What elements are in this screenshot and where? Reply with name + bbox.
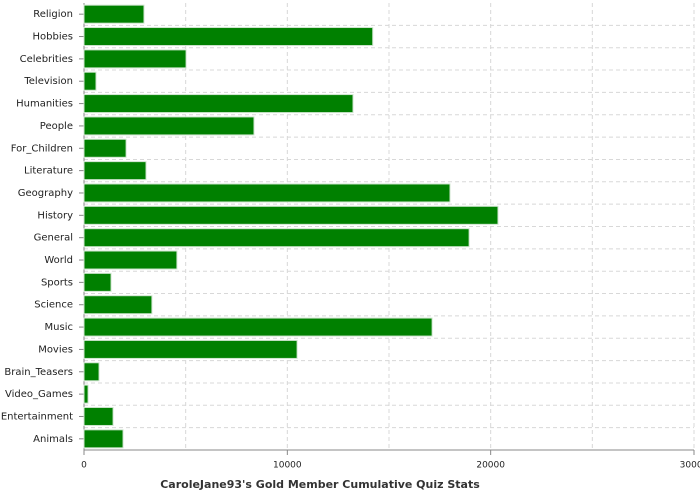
y-tick-label: Literature: [24, 166, 73, 177]
y-tick-label: Video_Games: [5, 389, 73, 400]
bar: [83, 161, 147, 181]
x-tick-label: 20000: [476, 461, 505, 471]
y-tick-label: Animals: [33, 434, 73, 445]
y-tick-label: Brain_Teasers: [4, 367, 73, 378]
bar: [83, 295, 153, 315]
y-tick-label: History: [37, 210, 73, 221]
bar: [83, 362, 100, 382]
x-axis-title: CaroleJane93's Gold Member Cumulative Qu…: [160, 478, 480, 491]
bar: [83, 183, 451, 203]
y-tick-label: World: [44, 255, 73, 266]
bar: [83, 138, 127, 158]
y-tick-label: Geography: [18, 188, 73, 199]
y-tick-label: Celebrities: [20, 54, 73, 65]
y-tick-label: Humanities: [16, 99, 73, 110]
bar: [83, 384, 89, 404]
y-tick-label: Music: [45, 322, 73, 333]
y-tick-label: Entertainment: [1, 411, 73, 422]
y-tick-label: Religion: [33, 9, 73, 20]
bar: [83, 339, 298, 359]
bar: [83, 228, 470, 248]
x-tick-label: 0: [81, 461, 87, 471]
bar: [83, 27, 374, 47]
y-tick-label: Hobbies: [33, 32, 73, 43]
y-tick-label: Sports: [41, 277, 73, 288]
y-tick-label: People: [40, 121, 73, 132]
bar: [83, 250, 178, 270]
bar: [83, 429, 124, 449]
bar: [83, 205, 499, 225]
y-tick-label: For_Children: [11, 143, 73, 154]
y-tick-label: General: [34, 233, 73, 244]
bar: [83, 71, 97, 91]
bar: [83, 406, 114, 426]
y-tick-label: Science: [34, 300, 73, 311]
x-tick-label: 10000: [273, 461, 302, 471]
bar: [83, 94, 354, 114]
bar: [83, 317, 433, 337]
bar: [83, 49, 187, 69]
bar: [83, 272, 112, 292]
bar: [83, 116, 255, 136]
y-tick-label: Movies: [38, 344, 73, 355]
bar: [83, 4, 145, 24]
y-tick-label: Television: [23, 76, 73, 87]
x-tick-label: 30000: [680, 461, 700, 471]
